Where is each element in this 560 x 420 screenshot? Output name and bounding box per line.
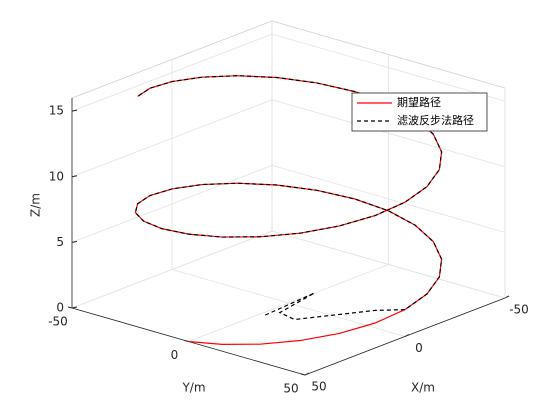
y-axis-label: Y/m — [181, 381, 205, 395]
grid-line — [271, 99, 506, 168]
grid-line — [71, 165, 273, 243]
x-tick-label: 50 — [311, 380, 326, 394]
z-tick-label: 10 — [49, 169, 64, 183]
legend-box — [351, 92, 488, 132]
z-tick — [71, 175, 78, 178]
z-tick-label: 15 — [49, 104, 64, 118]
z-tick — [71, 240, 78, 243]
legend-label: 滤波反步法路径 — [397, 113, 474, 127]
z-tick-label: 0 — [56, 301, 64, 315]
grid-line — [71, 33, 273, 112]
z-tick-label: 5 — [56, 235, 64, 249]
grid-line — [271, 230, 506, 299]
z-axis-label: Z/m — [29, 193, 43, 217]
x-axis-label: X/m — [411, 381, 435, 395]
y-tick — [67, 306, 73, 309]
x-tick — [504, 295, 510, 299]
grid-line — [188, 264, 389, 342]
grid-line — [71, 99, 273, 178]
y-tick-label: 0 — [171, 348, 179, 362]
y-tick-label: 50 — [283, 382, 298, 396]
x-axis — [304, 297, 506, 376]
y-tick-label: -50 — [48, 315, 68, 329]
grid-line — [271, 164, 506, 233]
x-tick-label: -50 — [509, 303, 529, 317]
x-tick-label: 0 — [415, 341, 423, 355]
grid-line — [71, 230, 273, 309]
z-tick — [71, 109, 78, 112]
legend-label: 期望路径 — [397, 96, 441, 109]
grid-line — [271, 33, 506, 102]
